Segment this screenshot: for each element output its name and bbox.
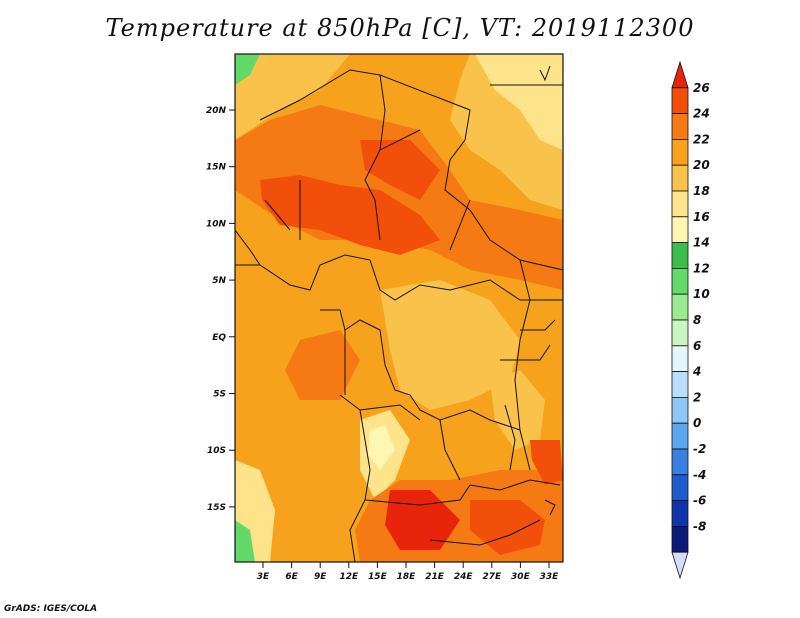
colorbar-label: 26 [693,81,710,95]
lat-tick-label: 10S [207,446,226,456]
field-kalahari-26 [385,490,460,550]
colorbar-top-arrow [671,60,689,89]
colorbar-segment [671,216,689,244]
lon-tick-label: 9E [314,572,327,582]
latitude-axis: 20N 15N 10N 5N EQ 5S 10S 15S [206,106,235,513]
longitude-axis: 3E 6E 9E 12E 15E 18E 21E 24E 27E 30E 33E [257,562,559,582]
colorbar-label: 8 [693,313,701,327]
field-nw-green [235,54,260,85]
field-chad-24 [360,140,440,200]
colorbar-bottom-arrow [671,551,689,580]
temperature-field [235,54,563,562]
colorbar-segment [671,319,689,347]
colorbar-label: 2 [693,390,701,404]
colorbar-label: 14 [693,236,710,250]
field-sahel-24 [260,175,440,255]
colorbar-segment [671,396,689,424]
field-zambia-24 [470,500,545,555]
colorbar-label: 12 [693,261,710,275]
colorbar-label: 6 [693,339,701,353]
lat-tick-label: 15S [207,503,226,513]
lat-tick-label: EQ [212,333,226,343]
colorbar-label: 16 [693,210,710,224]
colorbar-segment [671,242,689,269]
lon-tick-label: 15E [368,572,388,582]
colorbar-segment [671,293,689,321]
map-title: Temperature at 850hPa [C], VT: 201911230… [105,14,695,42]
colorbar-label: 0 [693,416,701,430]
grads-credit: GrADS: IGES/COLA [4,604,98,614]
colorbar-segment [671,267,689,295]
colorbar-segment [671,138,689,166]
lon-tick-label: 6E [285,572,298,582]
colorbar-label: 22 [693,132,710,146]
lon-tick-label: 33E [540,572,560,582]
colorbar-segment [671,87,689,115]
colorbar-segment [671,113,689,140]
colorbar-label: -8 [693,519,706,533]
field-congo-18 [380,280,520,410]
colorbar-label: 20 [693,158,710,172]
colorbar-label: 18 [693,184,710,198]
colorbar-segment [671,422,689,450]
lat-tick-label: 15N [206,163,227,173]
field-angola-14 [368,425,395,470]
colorbar-label: -6 [693,494,706,508]
lon-tick-label: 27E [482,572,502,582]
field-sw-green [235,520,255,562]
field-mozambique-24 [530,440,563,485]
lon-tick-label: 3E [257,572,270,582]
field-sahel-22 [235,105,563,290]
colorbar-segment [671,164,689,192]
map-frame [234,53,564,563]
colorbar-label: 10 [693,287,710,301]
lat-tick-label: 10N [206,219,227,229]
lat-tick-label: 5N [212,276,226,286]
lat-tick-label: 5S [213,390,226,400]
colorbar-label: -4 [693,468,706,482]
lon-tick-label: 18E [397,572,417,582]
country-boundaries [235,65,563,562]
colorbar-label: 4 [692,365,701,379]
colorbar-segment [671,526,689,553]
colorbar-segment [671,345,689,372]
colorbar-label: -2 [693,442,706,456]
lon-tick-label: 12E [339,572,359,582]
lon-tick-label: 30E [511,572,531,582]
colorbar-segment [671,500,689,527]
colorbar-label: 24 [693,107,710,121]
lat-tick-label: 20N [206,106,227,116]
colorbar-segment [671,371,689,398]
colorbar-segment [671,190,689,218]
field-ne-16 [475,54,563,150]
field-gabon-22 [285,330,360,400]
lon-tick-label: 24E [454,572,474,582]
colorbar-segment [671,474,689,501]
lon-tick-label: 21E [425,572,445,582]
colorbar-segment [671,448,689,476]
